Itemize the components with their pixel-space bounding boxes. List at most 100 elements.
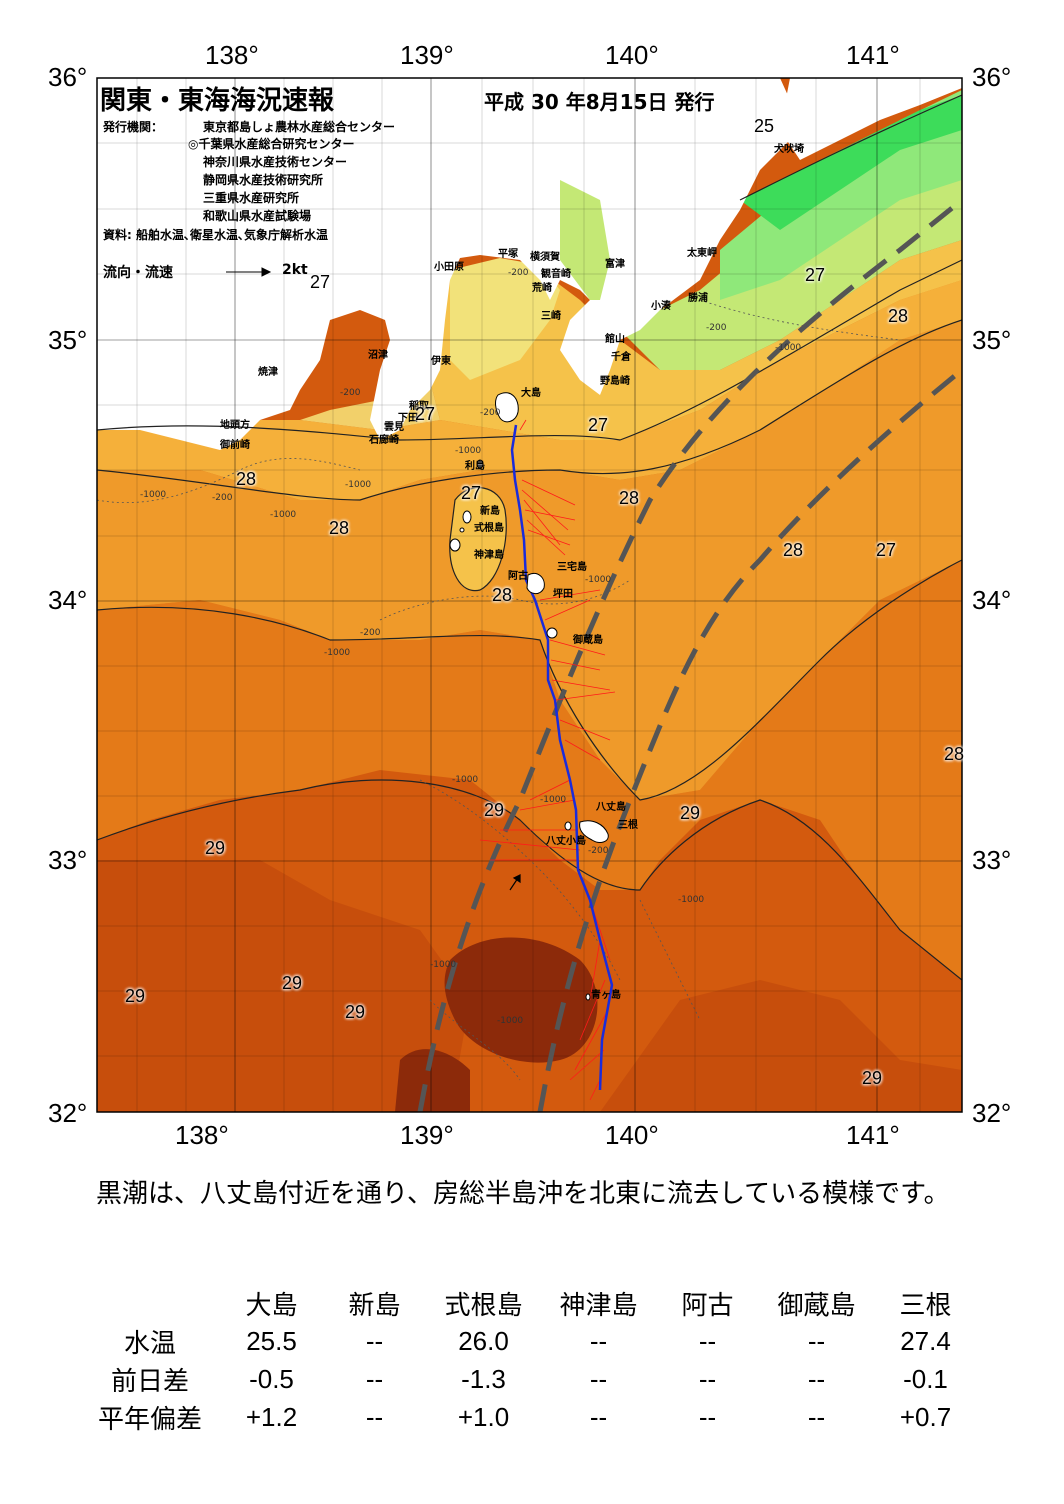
table-cell: -- (698, 1401, 717, 1432)
isotherm-label: 28 (888, 306, 909, 326)
table-cell: 25.5 (246, 1325, 297, 1356)
place-aogashima: 青ヶ島 (591, 990, 621, 1001)
place-ito: 伊東 (431, 356, 451, 367)
place-shikinejima: 式根島 (474, 523, 504, 534)
depth-label: -1000 (585, 575, 612, 585)
issuer-label: 発行機関： (103, 120, 164, 134)
depth-label: -200 (340, 388, 361, 398)
place-irozaki: 石廊崎 (369, 435, 399, 446)
row-label-day-diff: 前日差 (110, 1365, 189, 1396)
islands (449, 392, 609, 1001)
place-tateyama: 館山 (605, 334, 625, 345)
lon-label-139-bottom: 139° (400, 1120, 454, 1150)
depth-label: -1000 (270, 510, 297, 520)
temp-band-30 (444, 937, 598, 1063)
lat-label-32-left: 32° (48, 1098, 88, 1128)
lat-label-35-left: 35° (48, 325, 88, 355)
isotherm-label: 27 (805, 265, 826, 285)
lon-label-140-top: 140° (605, 40, 659, 70)
depth-label: -1000 (775, 343, 802, 353)
island-toshima (476, 459, 484, 469)
isotherm-label: 25 (754, 116, 775, 136)
flow-legend-label: 流向・流速 (103, 265, 173, 281)
lat-label-32-right: 32° (972, 1098, 1012, 1128)
coastal-temperature-table: 大島 新島 式根島 神津島 阿古 御蔵島 三根 水温 25.5 -- 26.0 … (80, 1284, 977, 1436)
isotherm-label: 29 (125, 986, 146, 1006)
island-kozushima (449, 538, 461, 552)
isotherm-label: 28 (944, 744, 965, 764)
issuer-3: 神奈川県水産技術センター (203, 155, 348, 169)
temp-band-30b (395, 1049, 470, 1112)
isotherm-label: 29 (862, 1068, 883, 1088)
tokyo-bay (560, 180, 610, 300)
temp-band-26-5 (450, 258, 560, 380)
table-col-mitsune: 三根 (899, 1289, 952, 1320)
row-label-anomaly: 平年偏差 (97, 1403, 202, 1434)
map-title: 関東・東海海況速報 (100, 86, 335, 116)
land-choshi (780, 78, 962, 160)
isotherm-label: 27 (588, 415, 609, 435)
table-cell: -- (365, 1363, 384, 1394)
island-niijima (462, 510, 472, 524)
place-mikurajima: 御蔵島 (573, 635, 603, 646)
lat-label-36-left: 36° (48, 62, 88, 92)
depth-label: -1000 (678, 895, 705, 905)
lat-label-33-right: 33° (972, 845, 1012, 875)
isotherm-label: 29 (484, 800, 505, 820)
isotherm-label: 29 (680, 803, 701, 823)
depth-label: -1000 (540, 795, 567, 805)
lon-label-138-bottom: 138° (175, 1120, 229, 1150)
table-cell: 26.0 (458, 1325, 509, 1356)
table-row: 前日差 -0.5 -- -1.3 -- -- -- -0.1 (80, 1360, 977, 1398)
table-row: 平年偏差 +1.2 -- +1.0 -- -- -- +0.7 (80, 1398, 977, 1436)
depth-label: -200 (212, 493, 233, 503)
place-nojimazaki: 野島崎 (600, 376, 630, 387)
isotherm-label: 27 (461, 483, 482, 503)
table-cell: -- (589, 1401, 608, 1432)
isotherm-label: 29 (345, 1002, 366, 1022)
lat-label-36-right: 36° (972, 62, 1012, 92)
ship-track (510, 424, 614, 1091)
place-inubozaki: 犬吠埼 (774, 144, 804, 155)
summary-text: 黒潮は、八丈島付近を通り、房総半島沖を北東に流去している模様です。 (96, 1179, 950, 1209)
issuer-2: ◎千葉県水産総合研究センター (188, 137, 355, 151)
depth-label: -1000 (430, 960, 457, 970)
place-shimoda: 下田 (398, 413, 418, 424)
depth-label: -200 (360, 628, 381, 638)
lon-label-138-top: 138° (205, 40, 259, 70)
table-col-mikurajima: 御蔵島 (777, 1289, 856, 1320)
issuer-5: 三重県水産研究所 (203, 191, 300, 205)
place-chikura: 千倉 (611, 352, 631, 363)
depth-label: -200 (706, 323, 727, 333)
isotherm-label: 28 (783, 540, 804, 560)
map-frame (96, 77, 963, 1113)
depth-label: -1000 (345, 480, 372, 490)
island-hachijokojima (564, 821, 572, 831)
table-cell: -- (807, 1363, 826, 1394)
place-kumomi: 雲見 (384, 422, 404, 433)
place-kominato: 小湊 (651, 301, 671, 312)
island-oshima (495, 392, 519, 423)
place-kannonzaki: 観音崎 (541, 269, 571, 280)
depth-label: -200 (480, 408, 501, 418)
depth-contours (97, 299, 901, 1081)
place-omaezaki: 御前崎 (220, 440, 250, 451)
flow-legend-unit: 2kt (282, 262, 308, 278)
place-futtsu: 富津 (605, 259, 625, 270)
place-inatori: 稲取 (409, 401, 429, 412)
lon-label-141-bottom: 141° (846, 1120, 900, 1150)
temp-band-25 (740, 95, 962, 230)
flow-legend-arrow (226, 267, 272, 277)
temp-band-27 (430, 240, 962, 440)
island-mikurajima (546, 627, 558, 639)
temp-band-29-5 (97, 860, 470, 1112)
place-misaki: 三崎 (541, 311, 561, 322)
issuer-1: 東京都島しょ農林水産総合センター (203, 120, 396, 134)
table-cell: -- (589, 1363, 608, 1394)
map-grid (97, 78, 962, 1112)
table-cell: -- (365, 1401, 384, 1432)
table-col-ako: 阿古 (681, 1289, 734, 1320)
table-cell: +1.0 (457, 1401, 510, 1432)
island-hachijojima (579, 820, 609, 843)
issuer-6: 和歌山県水産試験場 (203, 209, 312, 223)
